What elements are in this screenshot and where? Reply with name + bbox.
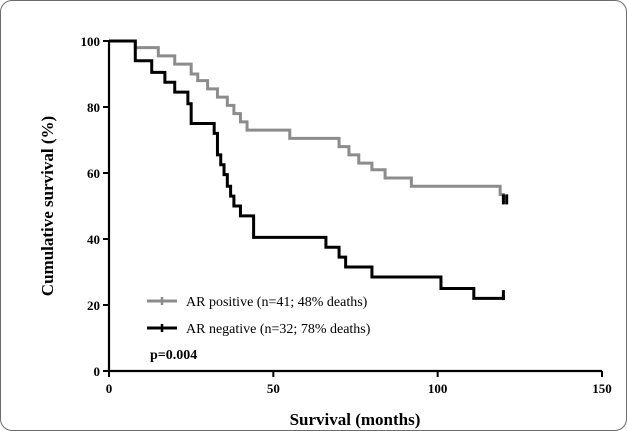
y-tick-label: 60 — [87, 166, 100, 181]
y-tick-label: 0 — [94, 364, 101, 379]
x-tick-label: 150 — [592, 381, 612, 396]
legend-label-ar-negative: AR negative (n=32; 78% deaths) — [186, 322, 371, 337]
y-tick-label: 80 — [87, 100, 100, 115]
x-axis-title: Survival (months) — [290, 410, 421, 429]
series — [109, 39, 509, 301]
legend: AR positive (n=41; 48% deaths) AR negati… — [147, 295, 371, 363]
p-value-annotation: p=0.004 — [150, 348, 197, 363]
x-tick-label: 0 — [106, 381, 113, 396]
y-tick-label: 100 — [81, 34, 101, 49]
axes — [107, 41, 602, 373]
series-line-ar-positive — [109, 39, 505, 200]
y-tick-label: 20 — [87, 298, 100, 313]
y-tick-label: 40 — [87, 232, 100, 247]
x-tick-label: 100 — [428, 381, 448, 396]
legend-label-ar-positive: AR positive (n=41; 48% deaths) — [186, 295, 368, 310]
series-line-ar-negative — [109, 39, 505, 300]
y-axis-title: Cumulative survival (%) — [38, 116, 57, 296]
ticks: 0 50 100 150 0 20 40 60 80 100 — [81, 34, 612, 396]
x-tick-label: 50 — [267, 381, 280, 396]
